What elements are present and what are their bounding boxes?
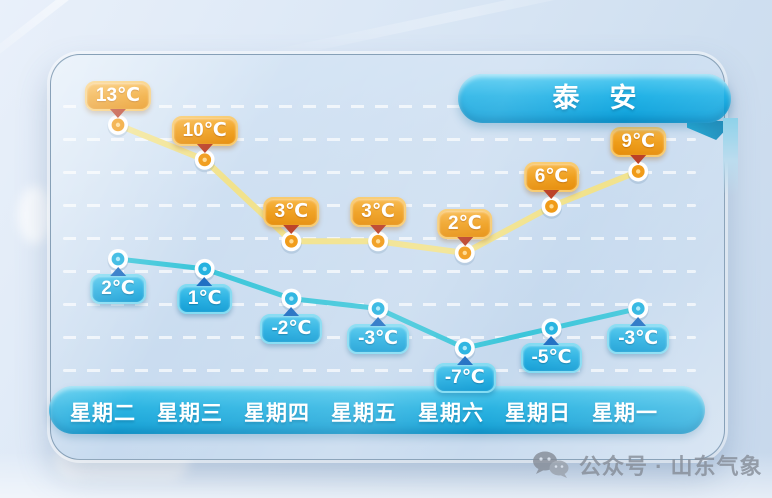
city-banner: 泰安	[458, 74, 731, 123]
high-temp-label: 3℃	[263, 197, 320, 235]
high-temp-label: 9℃	[610, 127, 666, 165]
label-pointer-arrow	[543, 190, 560, 200]
label-pointer-arrow	[196, 143, 213, 153]
low-temp-label: -2℃	[260, 306, 323, 344]
label-pointer-arrow	[543, 336, 560, 346]
label-pointer-arrow	[283, 225, 300, 235]
day-label: 星期二	[70, 402, 136, 425]
ribbon-tail-decoration	[723, 118, 738, 196]
high-temp-label: 6℃	[523, 162, 580, 200]
low-temp-label: 1℃	[176, 276, 233, 314]
gridline	[63, 138, 696, 141]
gridline	[63, 369, 696, 372]
low-temp-label: -3℃	[607, 316, 670, 354]
label-pointer-arrow	[196, 276, 213, 286]
forecast-card: 13℃ 10℃ 3℃ 3℃ 2℃ 6℃ 9℃ 2℃ 1℃ -2℃ -3℃ -7℃ -5℃ -3℃ 泰安 星…	[49, 54, 734, 460]
low-temp-label: -7℃	[433, 356, 496, 394]
low-temp-label: -5℃	[520, 336, 583, 374]
high-temp-label: 10℃	[171, 115, 238, 153]
low-temp-label: -3℃	[347, 316, 410, 354]
watermark-text: 公众号 · 山东气象	[579, 454, 763, 479]
gridline	[63, 270, 696, 273]
label-pointer-arrow	[109, 267, 126, 276]
label-pointer-arrow	[456, 356, 473, 366]
gridline	[63, 171, 696, 174]
high-temp-label: 3℃	[350, 197, 406, 235]
background-cloud-blob	[18, 186, 52, 244]
label-pointer-arrow	[630, 155, 647, 165]
label-pointer-arrow	[456, 236, 473, 246]
label-pointer-arrow	[283, 306, 300, 316]
gridline	[63, 105, 696, 108]
day-label: 星期一	[592, 402, 658, 425]
wechat-icon	[533, 451, 569, 478]
day-label: 星期三	[157, 402, 223, 425]
day-label: 星期六	[418, 402, 484, 425]
label-pointer-arrow	[630, 316, 647, 326]
low-temp-label: 2℃	[90, 267, 146, 304]
day-label: 星期五	[331, 402, 397, 425]
city-title: 泰安	[552, 83, 667, 113]
day-label: 星期日	[505, 402, 571, 425]
temperature-line-chart	[107, 114, 649, 361]
high-temp-label: 2℃	[437, 208, 493, 246]
watermark: 公众号 · 山东气象	[531, 449, 763, 481]
day-bar	[49, 386, 705, 434]
day-label: 星期四	[244, 402, 310, 425]
label-pointer-arrow	[370, 316, 387, 326]
label-pointer-arrow	[370, 225, 387, 235]
high-temp-label: 13℃	[84, 80, 152, 118]
label-pointer-arrow	[110, 108, 126, 118]
